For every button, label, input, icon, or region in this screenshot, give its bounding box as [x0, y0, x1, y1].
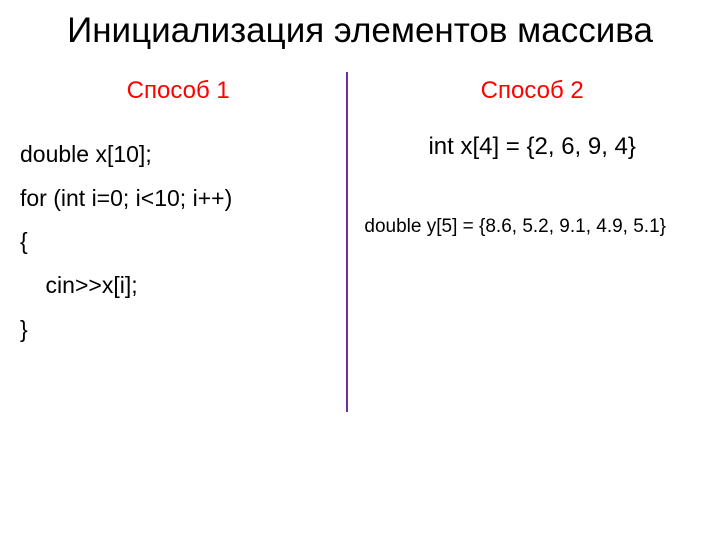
- right-column: Способ 2 int x[4] = {2, 6, 9, 4} double …: [346, 77, 700, 351]
- code-line: int x[4] = {2, 6, 9, 4}: [364, 133, 700, 161]
- slide-title: Инициализация элементов массива: [20, 10, 700, 52]
- code-line: }: [20, 308, 336, 352]
- code-line: double y[5] = {8.6, 5.2, 9.1, 4.9, 5.1}: [364, 216, 700, 238]
- method-1-label: Способ 1: [20, 77, 336, 105]
- code-line: {: [20, 220, 336, 264]
- code-line: double x[10];: [20, 133, 336, 177]
- code-line: for (int i=0; i<10; i++): [20, 177, 336, 221]
- column-divider: [346, 72, 348, 412]
- content-columns: Способ 1 double x[10]; for (int i=0; i<1…: [20, 77, 700, 351]
- code-line: cin>>x[i];: [20, 264, 336, 308]
- method-2-label: Способ 2: [364, 77, 700, 105]
- left-column: Способ 1 double x[10]; for (int i=0; i<1…: [20, 77, 346, 351]
